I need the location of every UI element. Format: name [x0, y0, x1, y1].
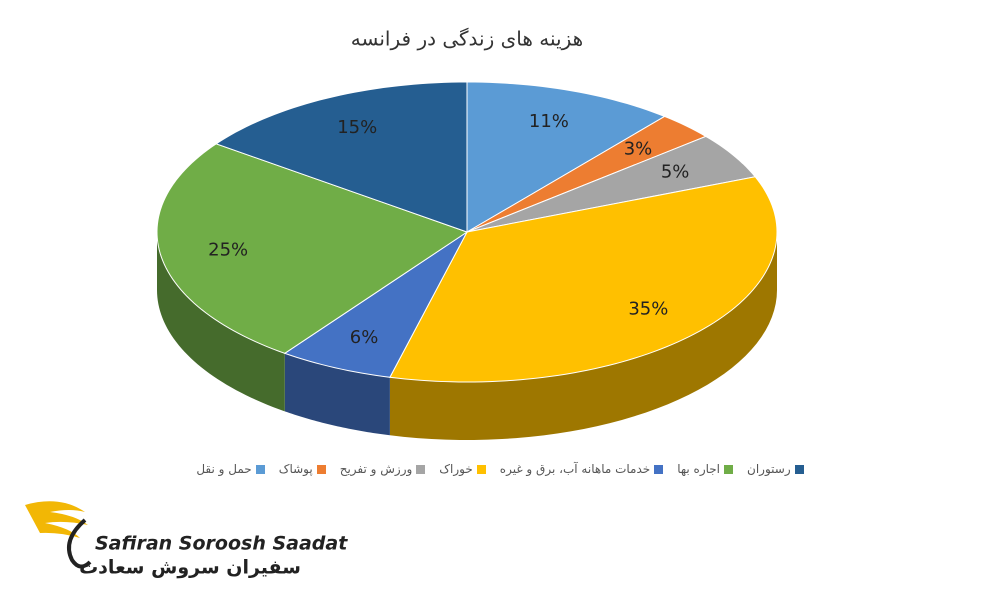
data-label: 6%	[350, 327, 379, 348]
legend-swatch	[316, 464, 326, 474]
legend-label: پوشاک	[278, 462, 313, 476]
slice	[156, 143, 469, 354]
logo-swan	[67, 518, 92, 569]
legend-label: اجاره بها	[677, 462, 721, 476]
legend-label: ورزش و تفریح	[339, 462, 413, 476]
slice	[389, 176, 778, 383]
legend-swatch	[724, 464, 734, 474]
slice-side	[389, 232, 777, 440]
data-label: 3%	[624, 138, 653, 159]
legend-swatch	[794, 464, 804, 474]
legend-label: خوراک	[439, 462, 473, 476]
slice	[466, 115, 708, 233]
chart-title: هزینه های زندگی در فرانسه	[351, 27, 583, 51]
data-label: 5%	[661, 161, 690, 182]
legend-label: حمل و نقل	[196, 462, 252, 476]
logo-name-en: Safiran Soroosh Saadat	[95, 533, 348, 555]
pie: 11% 3% 5% 35% 6% 25% 15%	[156, 81, 778, 440]
slice	[466, 81, 666, 233]
data-label: 25%	[208, 239, 248, 260]
data-label: 15%	[337, 117, 377, 138]
logo-wing	[25, 501, 88, 538]
legend-swatch	[255, 464, 265, 474]
legend-item: ورزش و تفریح	[340, 462, 426, 476]
legend-item: خوراک	[439, 462, 486, 476]
logo: Safiran Soroosh Saadat سفیران سروش سعادت	[25, 501, 348, 579]
data-label: 11%	[529, 111, 569, 132]
logo-name-fa: سفیران سروش سعادت	[79, 557, 301, 579]
legend-label: رستوران	[747, 462, 791, 476]
slice	[283, 231, 468, 378]
legend-swatch	[416, 464, 426, 474]
legend-swatch	[654, 464, 664, 474]
legend-label: خدمات ماهانه آب، برق و غیره	[499, 462, 651, 476]
legend: رستوران اجاره بها خدمات ماهانه آب، برق و غ…	[0, 462, 1000, 476]
pie-tops: 11% 3% 5% 35% 6% 25% 15%	[156, 81, 778, 383]
slice	[215, 81, 468, 233]
legend-swatch	[476, 464, 486, 474]
legend-item: پوشاک	[279, 462, 326, 476]
slice	[466, 135, 757, 233]
data-label: 35%	[628, 298, 668, 319]
legend-item: رستوران	[747, 462, 804, 476]
legend-item: خدمات ماهانه آب، برق و غیره	[499, 462, 664, 476]
legend-item: اجاره بها	[677, 462, 734, 476]
slice-side	[157, 232, 285, 412]
legend-item: حمل و نقل	[196, 462, 265, 476]
